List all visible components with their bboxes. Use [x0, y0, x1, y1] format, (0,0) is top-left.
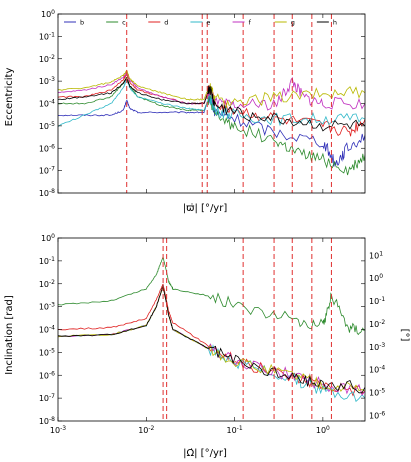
series-line-h [58, 77, 365, 132]
series-line-g [58, 69, 365, 109]
y-tick-label-1: 10-1 [39, 256, 55, 266]
y-right-tick-label-2: 10-1 [369, 296, 385, 306]
legend-label-h: h [333, 19, 337, 27]
series-line-e [58, 79, 365, 127]
y-tick-label-4: 10-4 [39, 325, 55, 335]
y-tick-label-3: 10-3 [39, 76, 55, 86]
legend-label-c: c [122, 19, 126, 27]
series-line-h [58, 285, 365, 394]
y-tick-label-8: 10-8 [39, 188, 55, 198]
series-line-c [58, 256, 365, 336]
y-tick-label-6: 10-6 [39, 143, 55, 153]
y-tick-label-6: 10-6 [39, 370, 55, 380]
legend-label-f: f [249, 19, 252, 27]
y-tick-label-7: 10-7 [39, 166, 55, 176]
inclination-x-axis-label: |Ω̇| [°/yr] [183, 447, 227, 459]
eccentricity-y-axis-label: Eccentricity [4, 68, 15, 127]
y-right-tick-label-4: 10-3 [369, 342, 385, 352]
x-tick-label-2: 10-1 [226, 425, 242, 435]
inclination-panel: Inclination [rad] [°] |Ω̇| [°/yr] 100 10-… [4, 233, 410, 459]
eccentricity-panel: Eccentricity |ϖ̇| [°/yr] 100 10-1 10-2 10-3… [4, 9, 366, 214]
inclination-right-axis-label: [°] [399, 329, 410, 342]
y-right-tick-label-3: 10-2 [369, 319, 385, 329]
y-tick-label-0: 100 [41, 233, 55, 243]
plot-area [58, 238, 365, 421]
y-right-tick-label-0: 101 [369, 250, 383, 260]
y-right-tick-label-1: 100 [369, 273, 383, 283]
series-line-c [58, 76, 365, 176]
plot-frame [57, 237, 366, 422]
y-right-tick-label-5: 10-4 [369, 365, 385, 375]
x-tick-label-0: 10-3 [50, 425, 66, 435]
series-line-f [58, 285, 365, 396]
inclination-y-axis-label: Inclination [rad] [4, 295, 15, 375]
y-tick-label-5: 10-5 [39, 347, 55, 357]
plot-area [58, 14, 365, 193]
y-tick-label-2: 10-2 [39, 54, 55, 64]
legend-label-e: e [206, 19, 210, 27]
y-tick-label-2: 10-2 [39, 279, 55, 289]
y-tick-label-7: 10-7 [39, 393, 55, 403]
legend-label-g: g [291, 19, 295, 27]
y-tick-label-4: 10-4 [39, 99, 55, 109]
y-tick-label-1: 10-1 [39, 31, 55, 41]
y-right-tick-label-7: 10-6 [369, 410, 385, 420]
series-line-b [58, 90, 365, 167]
y-tick-label-3: 10-3 [39, 302, 55, 312]
y-tick-label-8: 10-8 [39, 416, 55, 426]
y-tick-label-5: 10-5 [39, 121, 55, 131]
x-tick-label-3: 100 [316, 425, 330, 435]
y-tick-label-0: 100 [41, 9, 55, 19]
legend-label-d: d [164, 19, 168, 27]
eccentricity-x-axis-label: |ϖ̇| [°/yr] [183, 202, 228, 214]
x-tick-label-1: 10-2 [138, 425, 154, 435]
legend-label-b: b [80, 19, 84, 27]
y-right-tick-label-6: 10-5 [369, 388, 385, 398]
